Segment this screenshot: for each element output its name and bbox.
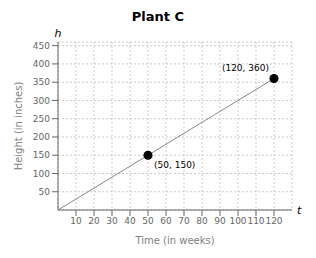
svg-text:Height (in inches): Height (in inches) (13, 82, 24, 171)
svg-text:400: 400 (33, 59, 50, 69)
svg-text:150: 150 (33, 150, 50, 160)
svg-text:50: 50 (142, 216, 154, 226)
svg-text:120: 120 (265, 216, 282, 226)
svg-text:(50, 150): (50, 150) (154, 160, 195, 170)
svg-text:100: 100 (33, 169, 50, 179)
html-text:Plant C: Plant C (131, 9, 185, 24)
svg-text:300: 300 (33, 96, 50, 106)
svg-text:100: 100 (229, 216, 246, 226)
svg-text:50: 50 (39, 187, 51, 197)
svg-text:Time (in weeks): Time (in weeks) (134, 235, 214, 246)
svg-text:200: 200 (33, 132, 50, 142)
svg-text:70: 70 (178, 216, 190, 226)
svg-text:t: t (297, 204, 302, 217)
svg-text:30: 30 (106, 216, 118, 226)
svg-text:(120, 360): (120, 360) (222, 63, 269, 73)
svg-text:450: 450 (33, 41, 50, 51)
svg-text:250: 250 (33, 114, 50, 124)
svg-text:40: 40 (124, 216, 136, 226)
svg-text:90: 90 (214, 216, 226, 226)
svg-text:20: 20 (88, 216, 100, 226)
svg-text:h: h (55, 27, 62, 40)
svg-text:350: 350 (33, 77, 50, 87)
svg-text:80: 80 (196, 216, 208, 226)
svg-text:60: 60 (160, 216, 172, 226)
svg-text:10: 10 (70, 216, 82, 226)
svg-text:110: 110 (247, 216, 264, 226)
